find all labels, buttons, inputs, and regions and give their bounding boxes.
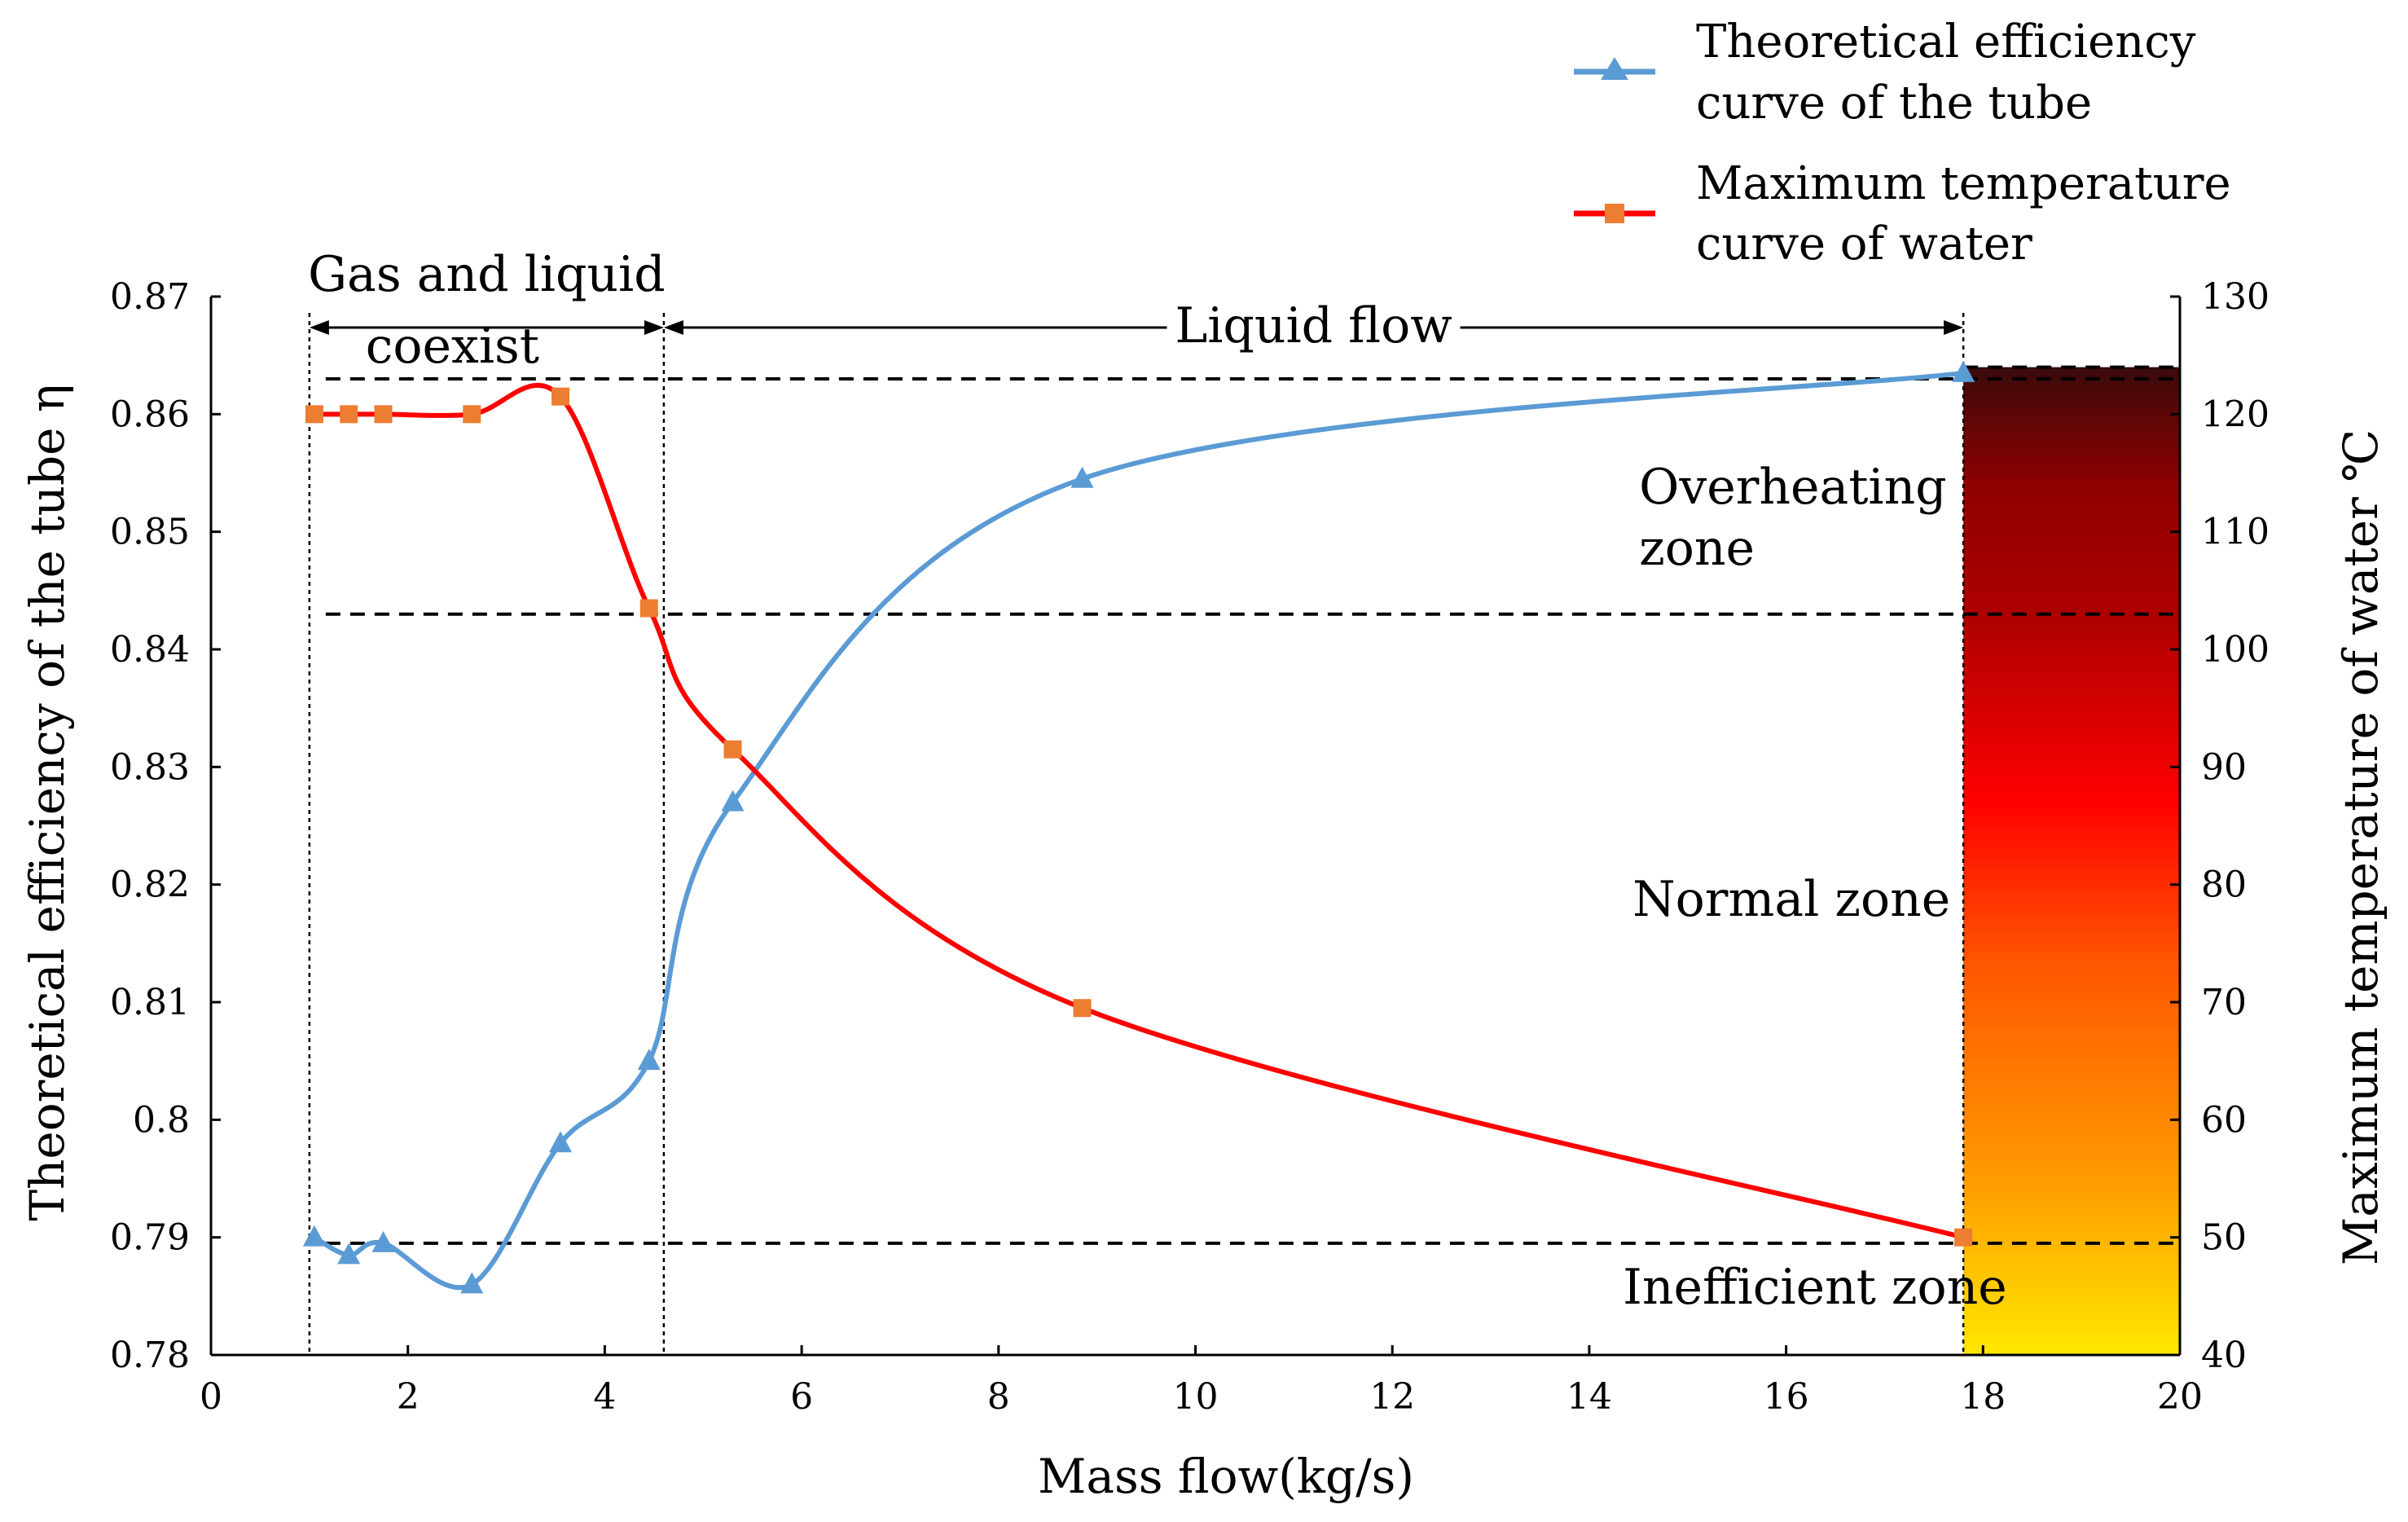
y-left-tick-label: 0.83 (110, 746, 190, 788)
y-left-tick-label: 0.81 (110, 982, 190, 1023)
legend-temperature-label-line1: Maximum temperature (1696, 157, 2231, 210)
temperature-data-point (551, 387, 570, 406)
efficiency-data-point (721, 790, 745, 812)
y-right-tick-label: 100 (2201, 629, 2270, 671)
liquid-flow-label-bg (1167, 303, 1461, 352)
inefficient-zone-label: Inefficient zone (1623, 1259, 2007, 1316)
normal-zone-label: Normal zone (1632, 871, 1950, 928)
overheating-zone-label-line1: Overheating (1639, 459, 1947, 516)
y-right-tick-label: 40 (2201, 1335, 2247, 1376)
y-right-tick-label: 90 (2201, 746, 2247, 788)
x-tick-label: 0 (200, 1376, 222, 1418)
temperature-data-point (1073, 999, 1092, 1018)
temperature-series-line (314, 382, 1964, 1240)
x-tick-label: 16 (1764, 1376, 1809, 1418)
x-tick-label: 20 (2157, 1376, 2203, 1418)
y-left-tick-label: 0.86 (110, 394, 190, 435)
y-left-tick-label: 0.82 (110, 864, 190, 906)
x-tick-label: 12 (1369, 1376, 1415, 1418)
x-tick-label: 8 (987, 1376, 1010, 1418)
left-y-axis-title: Theoretical efficiency of the tube η (20, 384, 75, 1221)
efficiency-data-point (637, 1049, 661, 1071)
temperature-colorbar (1963, 367, 2180, 1356)
y-left-tick-label: 0.84 (110, 629, 190, 671)
temperature-data-point (305, 405, 323, 424)
gas-liquid-arrow-right-head (644, 320, 664, 335)
y-right-tick-label: 80 (2201, 864, 2247, 906)
region-annotations: Gas and liquid coexist Liquid flow (308, 246, 1461, 375)
efficiency-data-point (337, 1243, 361, 1265)
temperature-data-point (463, 405, 481, 424)
y-right-tick-label: 70 (2201, 982, 2247, 1023)
x-tick-label: 6 (790, 1376, 813, 1418)
x-tick-label: 14 (1567, 1376, 1612, 1418)
efficiency-data-point (302, 1225, 326, 1247)
x-tick-label: 4 (593, 1376, 616, 1418)
y-right-tick-label: 130 (2201, 276, 2270, 318)
zone-labels: Overheating zone Normal zone Inefficient… (1623, 459, 2007, 1316)
liquid-flow-label: Liquid flow (1175, 297, 1452, 354)
gas-liquid-label-line1: Gas and liquid (308, 246, 666, 303)
y-left-tick-label: 0.8 (133, 1099, 190, 1141)
legend-efficiency-label-line2: curve of the tube (1696, 77, 2092, 130)
ticks: 0 2 4 6 8 10 12 14 16 18 20 0.78 0.79 0.8 0.81 0.82 0.83… (110, 276, 2270, 1418)
overheating-zone-label-line2: zone (1639, 520, 1755, 577)
legend: Theoretical efficiency curve of the tube… (1574, 15, 2231, 271)
temperature-data-point (340, 405, 358, 424)
legend-temperature-label-line2: curve of water (1696, 218, 2032, 271)
temperature-data-point (639, 599, 658, 618)
right-y-axis-title: Maximum temperature of water ℃ (2333, 429, 2388, 1265)
efficiency-data-point (549, 1131, 573, 1153)
y-left-tick-label: 0.79 (110, 1217, 190, 1259)
x-tick-label: 2 (397, 1376, 420, 1418)
y-left-tick-label: 0.78 (110, 1335, 190, 1376)
temperature-data-point (1954, 1228, 1973, 1247)
x-tick-label: 18 (1960, 1376, 2006, 1418)
efficiency-data-point (460, 1272, 484, 1294)
liquid-flow-arrow-right-head (1944, 320, 1964, 335)
y-right-tick-label: 110 (2201, 512, 2270, 553)
series-layer (302, 360, 1975, 1294)
efficiency-data-point (371, 1230, 395, 1252)
temperature-data-point (374, 405, 393, 424)
y-right-tick-label: 60 (2201, 1099, 2247, 1141)
x-tick-label: 10 (1173, 1376, 1219, 1418)
efficiency-series-line (313, 370, 1964, 1291)
legend-efficiency-label-line1: Theoretical efficiency (1696, 15, 2196, 68)
efficiency-data-point (1952, 360, 1975, 382)
temperature-data-point (723, 740, 742, 759)
gas-liquid-arrow-left-head (309, 320, 329, 335)
efficiency-data-point (1070, 466, 1094, 488)
legend-efficiency-marker (1601, 57, 1628, 80)
y-left-tick-label: 0.85 (110, 512, 190, 553)
liquid-flow-arrow-left-head (663, 320, 683, 335)
x-axis-title: Mass flow(kg/s) (1038, 1449, 1414, 1504)
legend-temperature-marker (1605, 204, 1624, 223)
gas-liquid-label-line2: coexist (366, 318, 539, 375)
y-right-tick-label: 50 (2201, 1217, 2247, 1259)
axes (209, 297, 2182, 1357)
y-right-tick-label: 120 (2201, 394, 2270, 435)
y-left-tick-label: 0.87 (110, 276, 190, 318)
